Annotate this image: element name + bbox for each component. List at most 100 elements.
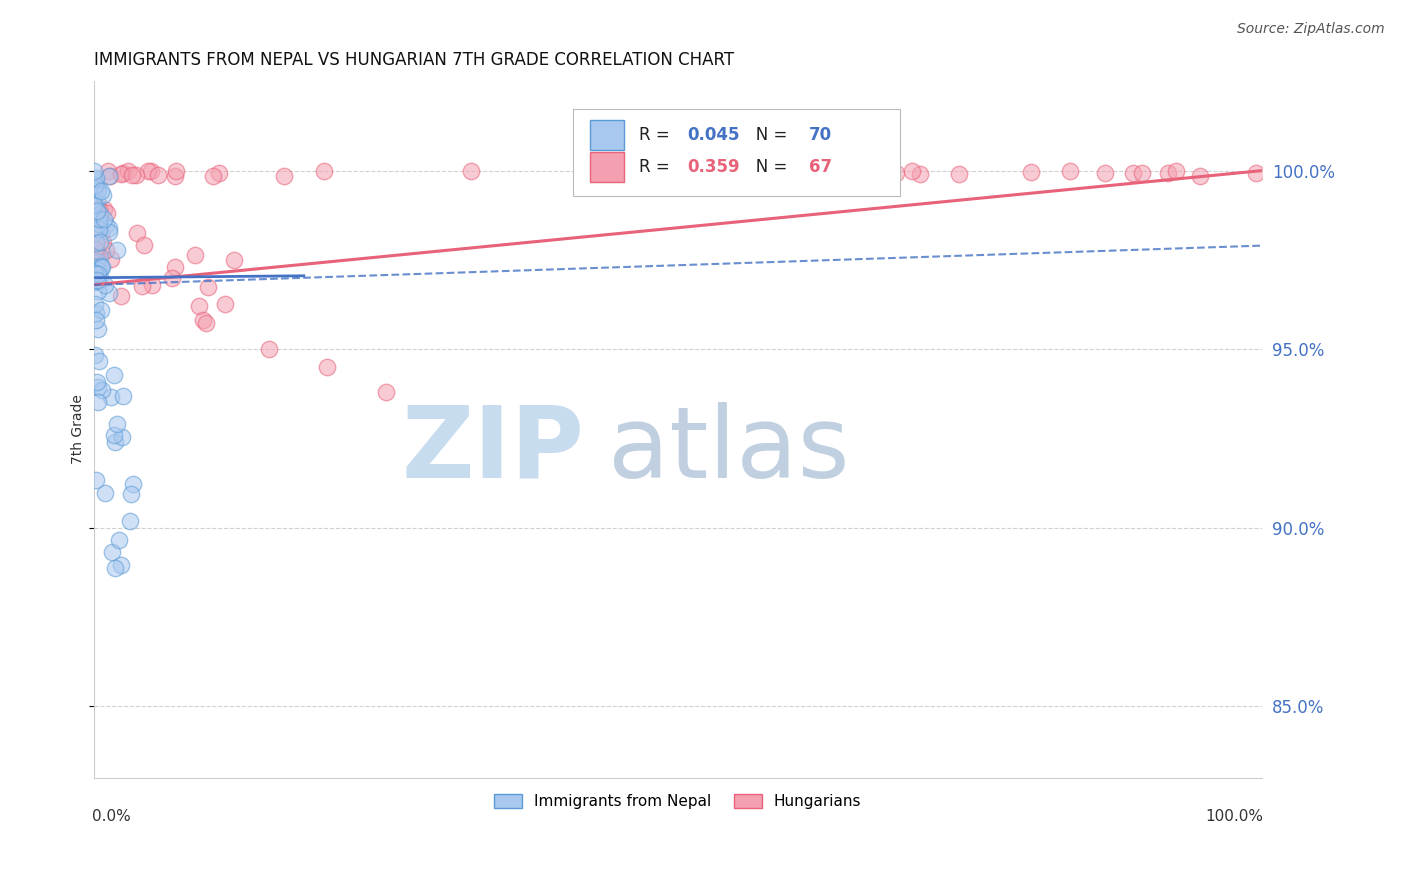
Point bbox=[183, 248, 205, 262]
Point bbox=[110, 167, 132, 181]
Point bbox=[197, 280, 219, 294]
Point bbox=[595, 163, 617, 178]
Text: 67: 67 bbox=[808, 158, 832, 176]
Point bbox=[214, 297, 236, 311]
Point bbox=[148, 169, 170, 183]
Point bbox=[111, 430, 134, 444]
Point bbox=[87, 217, 110, 231]
Point bbox=[644, 168, 666, 182]
Point bbox=[86, 274, 108, 288]
Point bbox=[1157, 166, 1180, 180]
Point bbox=[84, 266, 107, 280]
Point bbox=[98, 169, 121, 183]
Point bbox=[89, 250, 111, 264]
Point bbox=[1188, 169, 1211, 183]
Text: atlas: atlas bbox=[607, 402, 849, 499]
Text: IMMIGRANTS FROM NEPAL VS HUNGARIAN 7TH GRADE CORRELATION CHART: IMMIGRANTS FROM NEPAL VS HUNGARIAN 7TH G… bbox=[94, 51, 734, 69]
Point bbox=[100, 390, 122, 404]
Point bbox=[94, 243, 117, 257]
Point bbox=[87, 255, 110, 269]
Point bbox=[93, 211, 115, 226]
Point bbox=[87, 263, 110, 277]
Point bbox=[121, 168, 143, 182]
Point bbox=[98, 169, 121, 183]
Point bbox=[87, 353, 110, 368]
Point bbox=[316, 359, 339, 374]
Point bbox=[108, 533, 131, 547]
Legend: Immigrants from Nepal, Hungarians: Immigrants from Nepal, Hungarians bbox=[488, 788, 868, 815]
Point bbox=[222, 252, 245, 267]
Point bbox=[84, 244, 107, 259]
Point bbox=[111, 166, 134, 180]
Point bbox=[165, 163, 187, 178]
Point bbox=[104, 434, 127, 449]
Point bbox=[84, 312, 107, 326]
Point bbox=[100, 252, 122, 266]
Point bbox=[84, 170, 107, 185]
Point bbox=[111, 389, 134, 403]
Text: Source: ZipAtlas.com: Source: ZipAtlas.com bbox=[1237, 22, 1385, 37]
Point bbox=[83, 266, 105, 280]
Point bbox=[94, 218, 117, 232]
Point bbox=[87, 268, 110, 282]
Point bbox=[86, 193, 108, 207]
Point bbox=[84, 297, 107, 311]
Y-axis label: 7th Grade: 7th Grade bbox=[72, 394, 86, 465]
Point bbox=[90, 303, 112, 318]
Point bbox=[84, 243, 107, 257]
Point bbox=[84, 180, 107, 194]
Point bbox=[107, 243, 129, 257]
Text: R =: R = bbox=[640, 126, 675, 144]
Text: 70: 70 bbox=[808, 126, 832, 144]
Point bbox=[273, 169, 295, 183]
Point bbox=[165, 260, 187, 274]
Point bbox=[162, 271, 184, 285]
Point bbox=[83, 226, 105, 240]
Point bbox=[84, 209, 107, 223]
Point bbox=[87, 322, 110, 336]
Point bbox=[1166, 163, 1188, 178]
Point bbox=[84, 348, 107, 362]
Point bbox=[207, 166, 229, 180]
Point bbox=[89, 222, 111, 236]
Point bbox=[87, 182, 110, 196]
Point bbox=[87, 252, 110, 267]
Text: 0.0%: 0.0% bbox=[93, 809, 131, 824]
Point bbox=[89, 207, 111, 221]
Point bbox=[139, 163, 162, 178]
Point bbox=[93, 202, 115, 216]
Point bbox=[884, 166, 907, 180]
Point bbox=[83, 173, 105, 187]
Point bbox=[90, 261, 112, 276]
Point bbox=[117, 163, 139, 178]
Point bbox=[89, 269, 111, 284]
Text: N =: N = bbox=[740, 126, 793, 144]
Point bbox=[948, 167, 970, 181]
Point bbox=[86, 376, 108, 390]
Point bbox=[101, 545, 124, 559]
Point bbox=[86, 204, 108, 219]
Point bbox=[87, 380, 110, 394]
Point bbox=[103, 368, 125, 382]
Point bbox=[125, 226, 148, 240]
FancyBboxPatch shape bbox=[591, 120, 624, 150]
Point bbox=[84, 178, 107, 193]
Text: 0.045: 0.045 bbox=[688, 126, 740, 144]
Point bbox=[93, 277, 115, 292]
Point bbox=[125, 168, 148, 182]
Point bbox=[87, 183, 110, 197]
Point bbox=[90, 185, 112, 199]
Point bbox=[120, 515, 142, 529]
FancyBboxPatch shape bbox=[591, 153, 624, 182]
Text: 100.0%: 100.0% bbox=[1205, 809, 1263, 824]
Point bbox=[820, 165, 842, 179]
Point bbox=[86, 260, 108, 275]
Point bbox=[97, 285, 120, 300]
Point bbox=[83, 195, 105, 210]
Point bbox=[136, 163, 159, 178]
Point bbox=[1059, 163, 1081, 178]
Point bbox=[374, 384, 396, 399]
Point bbox=[121, 477, 143, 491]
Point bbox=[83, 198, 105, 212]
Point bbox=[1122, 166, 1144, 180]
